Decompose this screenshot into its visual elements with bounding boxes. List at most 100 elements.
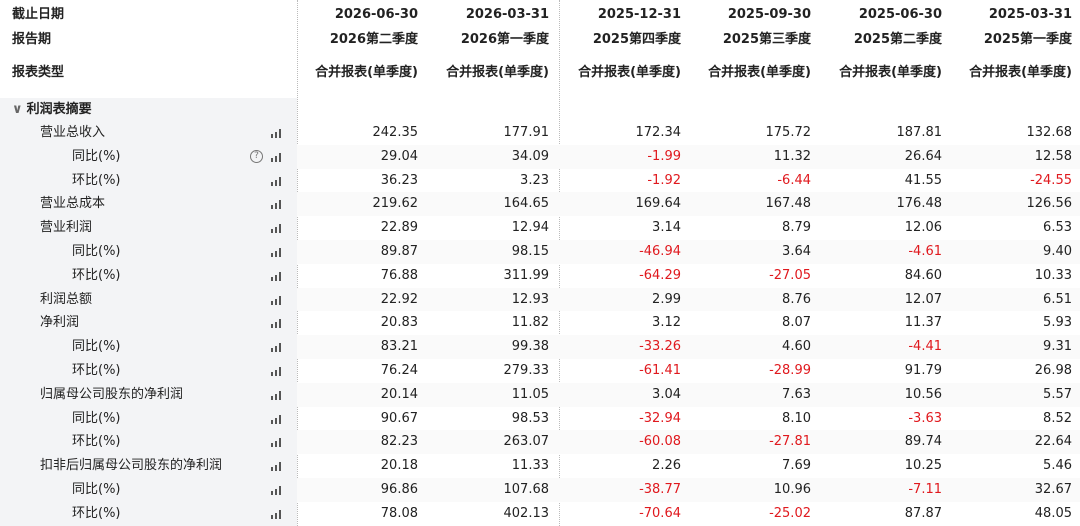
cell-value: 3.04: [652, 386, 681, 402]
column-type: 合并报表(单季度): [708, 65, 811, 80]
cell-value: -25.02: [769, 505, 811, 521]
cell-value: -7.11: [908, 482, 942, 497]
chart-icon[interactable]: [271, 461, 283, 472]
row-stripe: [297, 192, 1080, 217]
chart-icon[interactable]: [271, 295, 283, 305]
cell-value: 175.72: [765, 125, 812, 140]
cell-value: 2.99: [652, 291, 681, 307]
column-date: 2026-06-30: [334, 7, 418, 22]
cell-value: -4.41: [908, 339, 942, 355]
cell-value: 89.74: [904, 434, 942, 450]
cell-value: 12.94: [511, 220, 549, 236]
cell-value: 7.63: [782, 386, 811, 402]
cell-value: 11.82: [511, 315, 549, 331]
cell-value: 32.67: [1034, 482, 1072, 497]
row-label: 环比(%): [72, 505, 121, 521]
chart-icon[interactable]: [271, 318, 283, 329]
cell-value: 9.40: [1043, 244, 1072, 259]
cell-value: -27.05: [769, 267, 811, 283]
column-date: 2025-12-31: [597, 7, 681, 22]
cell-value: 126.56: [1026, 196, 1073, 212]
column-type: 合并报表(单季度): [578, 65, 681, 80]
section-toggle[interactable]: ∨ 利润表摘要: [12, 102, 92, 117]
cell-value: -6.44: [777, 172, 811, 188]
cell-value: -32.94: [639, 410, 681, 426]
cell-value: 99.38: [511, 339, 549, 355]
cell-value: 8.76: [782, 291, 811, 307]
cell-value: 7.69: [782, 458, 811, 474]
cell-value: 12.06: [904, 220, 942, 236]
chart-icon[interactable]: [271, 485, 283, 495]
chart-icon[interactable]: [271, 390, 283, 400]
row-label: 利润总额: [40, 291, 93, 307]
cell-value: 87.87: [904, 505, 942, 521]
row-label: 净利润: [40, 315, 80, 331]
row-label: 归属母公司股东的净利润: [40, 386, 184, 402]
cell-value: 11.37: [904, 315, 942, 331]
chart-icon[interactable]: [271, 247, 283, 257]
cell-value: 5.46: [1043, 458, 1072, 474]
chart-icon[interactable]: [271, 223, 283, 234]
column-date: 2026-03-31: [465, 7, 549, 22]
row-label: 同比(%): [72, 244, 121, 259]
cell-value: 9.31: [1043, 339, 1072, 355]
cell-value: -38.77: [639, 482, 681, 497]
row-label: 同比(%): [72, 148, 121, 164]
cell-value: 8.52: [1043, 410, 1072, 426]
row-label: 环比(%): [72, 172, 121, 188]
cell-value: 176.48: [896, 196, 943, 212]
chart-icon[interactable]: [271, 271, 283, 281]
column-period: 2025第二季度: [853, 32, 942, 47]
chart-icon[interactable]: [271, 176, 283, 186]
column-type: 合并报表(单季度): [839, 65, 942, 80]
cell-value: 10.25: [904, 458, 942, 474]
column-period: 2025第四季度: [592, 32, 681, 47]
chart-icon[interactable]: [271, 152, 283, 162]
chart-icon[interactable]: [271, 128, 283, 138]
cell-value: 311.99: [503, 267, 550, 283]
cell-value: -1.99: [647, 148, 681, 164]
column-type: 合并报表(单季度): [969, 65, 1072, 80]
chart-icon[interactable]: [271, 437, 283, 448]
cell-value: 3.14: [652, 220, 681, 236]
cell-value: 6.51: [1043, 291, 1072, 307]
chart-icon[interactable]: [271, 366, 283, 376]
row-stripe: [297, 335, 1080, 359]
column-date: 2025-03-31: [988, 7, 1072, 22]
cell-value: 12.58: [1034, 148, 1072, 164]
row-stripe: [297, 240, 1080, 264]
cell-value: 279.33: [503, 363, 550, 378]
cell-value: 90.67: [380, 410, 418, 426]
header-label: 报表类型: [12, 65, 65, 80]
cell-value: 91.79: [904, 363, 942, 378]
row-stripe: [297, 144, 1080, 169]
cell-value: 3.12: [652, 315, 681, 331]
cell-value: -27.81: [769, 434, 811, 450]
column-date: 2025-06-30: [858, 7, 942, 22]
chart-icon[interactable]: [271, 414, 283, 424]
column-type: 合并报表(单季度): [446, 65, 549, 80]
cell-value: 10.33: [1034, 267, 1072, 283]
chart-icon[interactable]: [271, 342, 283, 353]
column-date: 2025-09-30: [727, 7, 811, 22]
chart-icon[interactable]: [271, 199, 283, 210]
cell-value: 22.64: [1034, 434, 1072, 450]
cell-value: 96.86: [380, 482, 418, 497]
row-stripe: [297, 287, 1080, 312]
cell-value: 2.26: [652, 458, 681, 474]
cell-value: 26.64: [904, 148, 942, 164]
row-label: 扣非后归属母公司股东的净利润: [40, 458, 223, 474]
cell-value: 78.08: [380, 505, 418, 521]
cell-value: 187.81: [896, 125, 943, 140]
cell-value: 6.53: [1043, 220, 1072, 236]
chart-icon[interactable]: [271, 509, 283, 519]
cell-value: -64.29: [639, 267, 681, 283]
cell-value: 84.60: [904, 267, 942, 283]
cell-value: 82.23: [380, 434, 418, 450]
row-label: 环比(%): [72, 363, 121, 378]
cell-value: 22.92: [380, 291, 418, 307]
cell-value: 11.33: [511, 458, 549, 474]
cell-value: 34.09: [511, 148, 549, 164]
column-period: 2026第二季度: [329, 32, 418, 47]
